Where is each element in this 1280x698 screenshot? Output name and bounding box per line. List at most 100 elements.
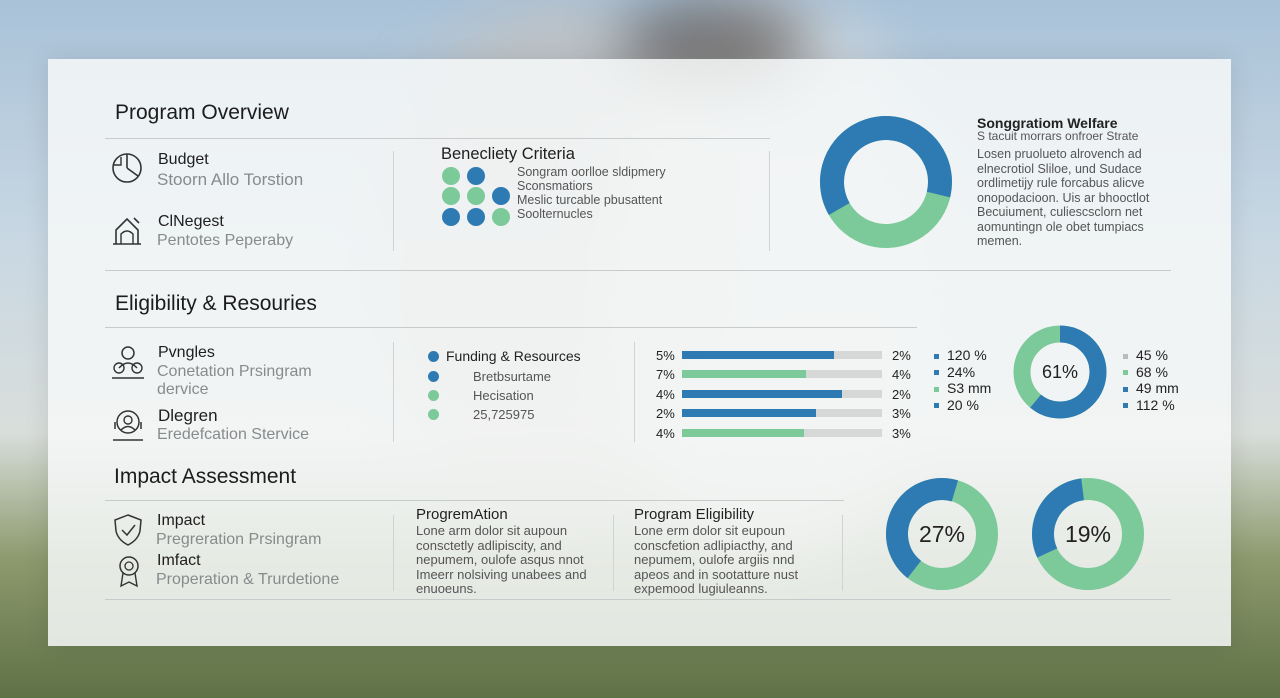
dashboard-panel: Program Overview Budget Stoorn Allo Tors… — [48, 59, 1231, 646]
divider — [393, 342, 394, 442]
legend-left: 120 % 24% S3 mm 20 % — [934, 347, 991, 413]
criteria-dot — [467, 167, 485, 185]
bar-left-value: 4% — [656, 426, 675, 441]
legend-swatch — [1123, 386, 1128, 392]
divider — [613, 515, 614, 591]
overview-donut — [818, 114, 954, 255]
criteria-dot — [492, 187, 510, 205]
legend-swatch — [934, 353, 939, 359]
overview-item-sub: Pentotes Peperaby — [157, 232, 294, 249]
impact-item-impact — [112, 513, 144, 552]
bar-track — [682, 409, 882, 417]
funding-item: Hecisation — [473, 388, 534, 403]
overview-item-sub: Stoorn Allo Torstion — [157, 170, 304, 189]
legend-swatch — [1123, 403, 1128, 409]
funding-dot — [428, 351, 439, 362]
impact-item-label: Impact — [157, 512, 206, 529]
bar-right-value: 3% — [892, 406, 911, 421]
impact-column-line: expemood lugiuleanns. — [634, 581, 768, 596]
funding-title: Funding & Resources — [446, 348, 581, 364]
bar-fill — [682, 390, 842, 398]
legend-swatch — [934, 386, 939, 392]
impact-column-line: enuoeuns. — [416, 581, 477, 596]
divider — [393, 515, 394, 591]
criteria-dot — [467, 208, 485, 226]
legend-value: 120 % — [947, 347, 987, 363]
bar-fill — [682, 429, 804, 437]
legend-value: 20 % — [947, 396, 979, 413]
funding-item: 25,725975 — [473, 407, 535, 422]
impact-column-line: apeos and in sootatture nust — [634, 566, 799, 582]
support-icon — [113, 410, 143, 441]
legend-value: 49 mm — [1136, 380, 1179, 396]
donut-segment — [820, 116, 952, 248]
welfare-line: memen. — [977, 234, 1023, 248]
welfare-line: ordlimetijy rule forcabus alicve — [977, 176, 1145, 190]
donut-label: 19% — [1065, 521, 1111, 547]
welfare-body: Losen pruolueto alrovench ad elnecrotiol… — [977, 147, 1149, 249]
bar-left-value: 5% — [656, 348, 675, 363]
criteria-line: Sconsmatiors — [517, 179, 593, 193]
divider — [105, 327, 917, 328]
house-icon — [113, 217, 141, 245]
bar-fill — [682, 351, 834, 359]
donut-label: 61% — [1042, 362, 1078, 382]
impact-column-line: Lone arm dolor sit aupoun — [416, 523, 568, 538]
divider — [634, 342, 635, 442]
bar-left-value: 4% — [656, 387, 675, 402]
criteria-dot — [492, 208, 510, 226]
eligibility-item-sub: Conetation Prsingram — [157, 363, 312, 380]
impact-donut: 27% — [884, 476, 1000, 597]
bar-right-value: 4% — [892, 367, 911, 382]
shield-icon — [114, 514, 142, 546]
bar-track — [682, 429, 882, 437]
bar-right-value: 2% — [892, 387, 911, 402]
divider — [105, 500, 844, 501]
impact-column-line: Imeerr nolsiving unabees and — [416, 566, 587, 582]
impact-item-sub: Pregreration Prsingram — [156, 531, 322, 548]
impact-column-title: Program Eligibility — [634, 506, 755, 523]
legend-swatch — [1123, 353, 1128, 359]
donut-chart: 19% — [1032, 478, 1144, 590]
criteria-dot — [442, 167, 460, 185]
people-icon — [112, 346, 144, 379]
bar-track — [682, 351, 882, 359]
pie-chart-icon — [112, 153, 142, 183]
section-title-impact: Impact Assessment — [114, 465, 297, 488]
bar-right-value: 2% — [892, 348, 911, 363]
divider — [105, 599, 1171, 600]
legend-swatch — [934, 403, 939, 409]
eligibility-item-label: Pvngles — [158, 344, 215, 361]
bar-fill — [682, 409, 816, 417]
donut-label: 27% — [919, 521, 965, 547]
legend-swatch — [1123, 370, 1128, 376]
bar-right-value: 3% — [892, 426, 911, 441]
welfare-title: Songgratiom Welfare — [977, 115, 1118, 131]
impact-donut: 19% — [1030, 476, 1146, 597]
divider — [105, 138, 770, 139]
donut-chart — [820, 116, 952, 248]
welfare-line: Losen pruolueto alrovench ad — [977, 147, 1142, 161]
legend-value: 45 % — [1136, 347, 1168, 363]
criteria-dot — [467, 187, 485, 205]
welfare-subtitle: S tacuit morrars onfroer Strate — [977, 129, 1139, 143]
criteria-dot — [442, 208, 460, 226]
eligibility-donut: 61% — [1012, 324, 1108, 425]
eligibility-item-people — [110, 344, 146, 385]
divider — [105, 270, 1171, 271]
legend-right: 45 % 68 % 49 mm 112 % — [1123, 347, 1179, 413]
legend-value: S3 mm — [947, 380, 992, 396]
impact-column-title: ProgremAtion — [416, 506, 508, 523]
donut-segment — [1013, 325, 1107, 419]
bar-track — [682, 370, 882, 378]
impact-column: Program Eligibility Lone erm dolor sit e… — [634, 506, 798, 597]
welfare-line: onopodacioon. Uis ar bhooctlot — [977, 190, 1150, 205]
divider — [393, 151, 394, 251]
bar-left-value: 2% — [656, 406, 675, 421]
funding-dot — [428, 390, 439, 401]
funding-dot — [428, 409, 439, 420]
criteria-title: Benecliety Criteria — [441, 145, 575, 163]
eligibility-item-support — [110, 407, 146, 448]
welfare-line: elnecrotiol Sliloe, und Sudace — [977, 161, 1142, 176]
legend-value: 68 % — [1136, 363, 1168, 380]
